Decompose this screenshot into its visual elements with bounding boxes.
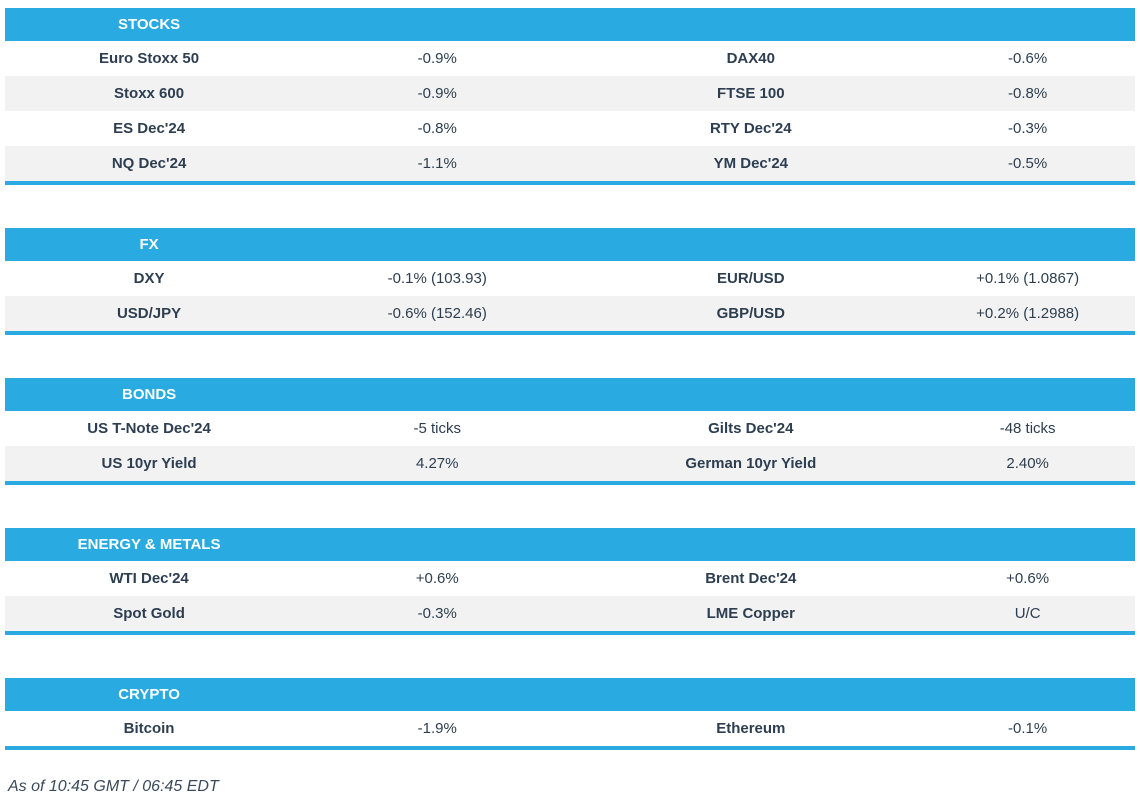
energy-metals-table: ENERGY & METALS WTI Dec'24 +0.6% Brent D… (5, 528, 1135, 635)
instrument-change: -0.5% (1008, 155, 1048, 172)
header-spacer (920, 378, 1135, 411)
header-spacer (920, 528, 1135, 561)
table-row: ES Dec'24 -0.8% RTY Dec'24 -0.3% (5, 111, 1135, 146)
instrument-change: -0.3% (417, 605, 457, 622)
section-title-fx: FX (5, 228, 294, 261)
header-spacer (293, 8, 582, 41)
instrument-name: WTI Dec'24 (109, 570, 189, 587)
header-spacer (581, 8, 921, 41)
table-row: Stoxx 600 -0.9% FTSE 100 -0.8% (5, 76, 1135, 111)
instrument-name: YM Dec'24 (713, 155, 788, 172)
fx-table: FX DXY -0.1% (103.93) EUR/USD +0.1% (1.0… (5, 228, 1135, 335)
table-row: US T-Note Dec'24 -5 ticks Gilts Dec'24 -… (5, 411, 1135, 446)
instrument-change: -0.1% (1008, 720, 1048, 737)
timestamp-footer: As of 10:45 GMT / 06:45 EDT (8, 778, 219, 795)
instrument-name: NQ Dec'24 (111, 155, 187, 172)
header-spacer (293, 528, 582, 561)
instrument-name: Ethereum (716, 720, 786, 737)
instrument-name: US 10yr Yield (101, 455, 197, 472)
bonds-table: BONDS US T-Note Dec'24 -5 ticks Gilts De… (5, 378, 1135, 485)
bonds-header-row: BONDS (5, 378, 1135, 411)
stocks-header-row: STOCKS (5, 8, 1135, 41)
instrument-name: Spot Gold (113, 605, 185, 622)
stocks-table: STOCKS Euro Stoxx 50 -0.9% DAX40 -0.6% S… (5, 8, 1135, 185)
table-row: NQ Dec'24 -1.1% YM Dec'24 -0.5% (5, 146, 1135, 183)
instrument-name: US T-Note Dec'24 (87, 420, 211, 437)
crypto-table: CRYPTO Bitcoin -1.9% Ethereum -0.1% (5, 678, 1135, 750)
instrument-name: Brent Dec'24 (705, 570, 797, 587)
instrument-change: U/C (1014, 605, 1041, 622)
instrument-change: -0.6% (152.46) (387, 305, 487, 322)
instrument-change: -0.8% (1008, 85, 1048, 102)
section-title-stocks: STOCKS (5, 8, 294, 41)
table-row: WTI Dec'24 +0.6% Brent Dec'24 +0.6% (5, 561, 1135, 596)
header-spacer (581, 678, 921, 711)
instrument-change: -1.1% (417, 155, 457, 172)
header-spacer (581, 528, 921, 561)
instrument-name: Euro Stoxx 50 (99, 50, 200, 67)
instrument-change: 4.27% (415, 455, 459, 472)
crypto-header-row: CRYPTO (5, 678, 1135, 711)
table-row: US 10yr Yield 4.27% German 10yr Yield 2.… (5, 446, 1135, 483)
instrument-change: 2.40% (1006, 455, 1049, 472)
header-spacer (581, 378, 921, 411)
instrument-name: GBP/USD (716, 305, 785, 322)
instrument-name: Gilts Dec'24 (708, 420, 794, 437)
instrument-change: -1.9% (417, 720, 457, 737)
instrument-change: -0.8% (417, 120, 457, 137)
instrument-change: +0.6% (1006, 570, 1050, 587)
instrument-change: -0.9% (417, 50, 457, 67)
instrument-name: Bitcoin (123, 720, 175, 737)
energy-metals-header-row: ENERGY & METALS (5, 528, 1135, 561)
table-row: Euro Stoxx 50 -0.9% DAX40 -0.6% (5, 41, 1135, 76)
table-row: Bitcoin -1.9% Ethereum -0.1% (5, 711, 1135, 748)
instrument-change: -48 ticks (999, 420, 1056, 437)
instrument-change: -0.6% (1008, 50, 1048, 67)
instrument-name: DXY (133, 270, 165, 287)
instrument-change: +0.2% (1.2988) (976, 305, 1080, 322)
header-spacer (293, 378, 582, 411)
header-spacer (920, 678, 1135, 711)
instrument-name: DAX40 (726, 50, 775, 67)
instrument-change: +0.6% (415, 570, 459, 587)
header-spacer (293, 678, 582, 711)
section-title-bonds: BONDS (5, 378, 294, 411)
instrument-name: RTY Dec'24 (709, 120, 792, 137)
header-spacer (920, 8, 1135, 41)
instrument-change: -0.9% (417, 85, 457, 102)
instrument-name: Stoxx 600 (114, 85, 185, 102)
table-row: DXY -0.1% (103.93) EUR/USD +0.1% (1.0867… (5, 261, 1135, 296)
table-row: USD/JPY -0.6% (152.46) GBP/USD +0.2% (1.… (5, 296, 1135, 333)
instrument-change: -5 ticks (413, 420, 461, 437)
instrument-name: EUR/USD (717, 270, 785, 287)
instrument-change: -0.1% (103.93) (387, 270, 487, 287)
instrument-name: USD/JPY (116, 305, 182, 322)
header-spacer (581, 228, 921, 261)
section-title-energy-metals: ENERGY & METALS (5, 528, 294, 561)
header-spacer (293, 228, 582, 261)
section-title-crypto: CRYPTO (5, 678, 294, 711)
header-spacer (920, 228, 1135, 261)
instrument-change: -0.3% (1008, 120, 1048, 137)
instrument-name: ES Dec'24 (113, 120, 186, 137)
fx-header-row: FX (5, 228, 1135, 261)
table-row: Spot Gold -0.3% LME Copper U/C (5, 596, 1135, 633)
instrument-name: LME Copper (706, 605, 795, 622)
instrument-name: FTSE 100 (717, 85, 785, 102)
instrument-name: German 10yr Yield (685, 455, 817, 472)
instrument-change: +0.1% (1.0867) (976, 270, 1080, 287)
